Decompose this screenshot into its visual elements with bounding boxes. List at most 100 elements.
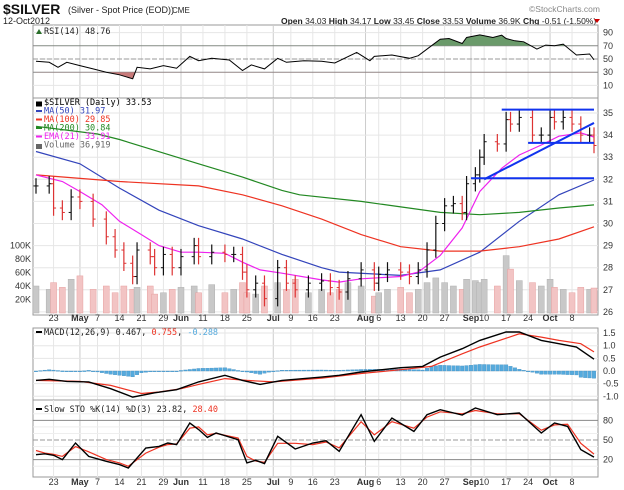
- down-arrow-icon: [594, 19, 600, 23]
- date-label: 6: [376, 477, 381, 487]
- exchange: CME: [172, 6, 190, 15]
- price-tick-label: 29: [603, 241, 613, 251]
- quote-summary: Open 34.03 High 34.17 Low 33.45 Close 33…: [281, 16, 596, 26]
- macd-histogram-bar: [214, 367, 219, 372]
- macd-histogram-bar: [482, 364, 487, 372]
- rsi-legend: RSI(14) 48.76: [36, 27, 111, 37]
- macd-histogram-bar: [302, 369, 306, 372]
- macd-histogram-bar: [196, 368, 201, 372]
- volume-tick-label: 40K: [15, 281, 31, 291]
- rsi-overbought-fill: [36, 34, 594, 46]
- date-label: 10: [479, 477, 489, 487]
- macd-histogram-bar: [578, 370, 583, 378]
- date-label: 25: [242, 313, 252, 323]
- legend-swatch: [36, 144, 42, 149]
- price-tick-label: 28: [603, 263, 613, 273]
- macd-histogram-bar: [447, 365, 451, 372]
- legend-label: MA(50) 31.97: [44, 107, 105, 117]
- macd-histogram-bar: [341, 369, 346, 372]
- date-label: 20: [418, 477, 428, 487]
- price-tick-label: 33: [603, 152, 613, 162]
- volume-bar: [463, 279, 470, 314]
- legend-swatch: [36, 135, 42, 138]
- macd-histogram-bar: [451, 365, 456, 372]
- volume-bar: [168, 289, 176, 314]
- volume-tick-label: 20K: [15, 295, 31, 305]
- volume-tick-label: 60K: [15, 268, 31, 278]
- panel-frame-2: [32, 327, 599, 401]
- macd-histogram-bar: [324, 369, 328, 372]
- price-tick-label: 27: [603, 285, 613, 295]
- macd-histogram-bar: [407, 369, 412, 372]
- sto-k-value: 23.82: [157, 405, 183, 415]
- macd-histogram-bar: [354, 369, 359, 372]
- volume-bar: [160, 292, 167, 314]
- volume-bar: [76, 275, 84, 314]
- macd-histogram-bar: [262, 370, 267, 374]
- price-tick-label: 30: [603, 219, 613, 229]
- low-label: Low: [374, 16, 391, 26]
- macd-histogram-bar: [565, 370, 570, 375]
- volume-bar: [32, 285, 40, 314]
- sto-tick-label: 20: [603, 455, 613, 465]
- volume-bar: [577, 287, 585, 314]
- macd-legend-text: MACD(12,26,9) 0.467, 0.755, -0.288: [44, 328, 218, 338]
- macd-histogram-bar: [556, 370, 561, 375]
- price-ma100-line: [35, 174, 595, 252]
- sto-legend: Slow STO %K(14) %D(3) 23.82, 28.40: [36, 405, 218, 415]
- date-label: 27: [440, 313, 450, 323]
- macd-histogram-bar: [293, 369, 298, 372]
- macd-histogram-bar: [350, 369, 355, 372]
- macd-histogram-bar: [574, 370, 579, 376]
- date-label: 17: [501, 477, 511, 487]
- macd-histogram-bar: [460, 365, 465, 372]
- macd-histogram-bar: [275, 370, 280, 372]
- sto-k-line: [35, 407, 595, 469]
- volume-bar: [415, 289, 422, 314]
- close-label: Close: [417, 16, 440, 26]
- date-label: 21: [136, 313, 146, 323]
- volume-bar: [59, 287, 66, 314]
- macd-histogram-bar: [592, 370, 596, 379]
- macd-histogram-bar: [38, 370, 43, 372]
- volume-bar: [103, 285, 110, 314]
- legend-label: $SILVER (Daily) 33.53: [44, 98, 151, 108]
- macd-tick-label: 0.5: [603, 353, 616, 363]
- macd-histogram-bar: [332, 370, 337, 372]
- date-label: Oct: [543, 313, 558, 323]
- date-label: 16: [308, 313, 318, 323]
- open-value: 34.03: [305, 16, 327, 26]
- macd-histogram-bar: [271, 370, 276, 372]
- date-label: Aug: [357, 313, 375, 323]
- date-label: Jun: [173, 313, 189, 323]
- macd-histogram-bar: [60, 370, 65, 372]
- volume-bar: [120, 285, 128, 314]
- macd-histogram-bar: [310, 369, 315, 372]
- volume-bar: [568, 292, 576, 314]
- date-label: 18: [220, 477, 230, 487]
- macd-histogram-bar: [266, 370, 271, 373]
- macd-tick-label: -1.0: [603, 391, 619, 401]
- close-value: 33.53: [442, 16, 464, 26]
- macd-histogram-bar: [337, 370, 342, 372]
- date-label: 23: [330, 477, 340, 487]
- macd-histogram-bar: [99, 370, 104, 373]
- legend-swatch: [36, 101, 42, 107]
- macd-tick-label: 1.5: [603, 328, 616, 338]
- trendline: [483, 122, 595, 181]
- macd-histogram-bar: [47, 369, 52, 372]
- price-tick-label: 34: [603, 130, 613, 140]
- macd-histogram-bar: [548, 370, 553, 375]
- sto-tick-label: 80: [603, 415, 613, 425]
- date-label: Jul: [267, 477, 280, 487]
- macd-histogram-bar: [69, 370, 74, 372]
- date-label: 24: [523, 477, 533, 487]
- date-label: 8: [570, 313, 575, 323]
- price-ma200-line: [35, 125, 595, 216]
- macd-histogram-bar: [473, 364, 478, 372]
- volume-bar: [177, 287, 185, 314]
- date-label: 23: [49, 477, 59, 487]
- macd-histogram-bar: [570, 370, 574, 375]
- macd-histogram-bar: [561, 370, 566, 375]
- macd-swatch: [36, 331, 42, 333]
